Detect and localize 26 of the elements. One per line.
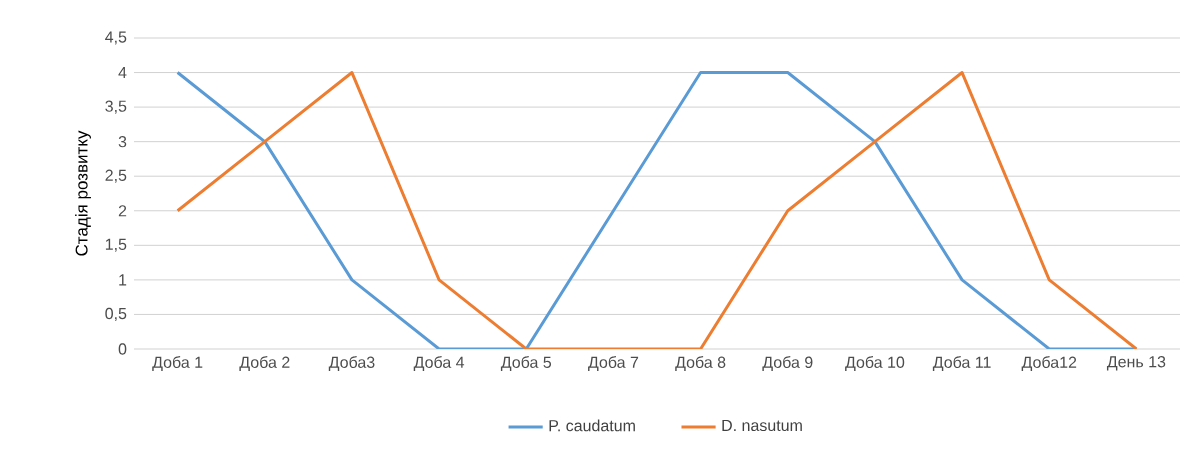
legend-label: P. caudatum <box>549 419 635 432</box>
y-tick-label: 1 <box>119 274 127 286</box>
y-axis-title: Стадія розвитку <box>75 130 91 256</box>
y-tick-label: 4 <box>118 67 127 79</box>
x-tick-label: Доба 2 <box>239 356 290 371</box>
legend-label: D. nasutum <box>722 419 802 432</box>
y-tick-label: 3 <box>118 136 127 148</box>
y-tick-label: 4,5 <box>105 31 127 45</box>
x-tick-label: Доба 8 <box>675 356 726 371</box>
y-tick-label: 1,5 <box>105 238 127 252</box>
x-tick-label: Доба3 <box>328 356 375 371</box>
y-tick-label: 2 <box>118 205 127 217</box>
x-tick-label: Доба 1 <box>152 356 203 371</box>
y-tick-label: 2,5 <box>105 169 127 183</box>
line-series <box>176 71 1138 349</box>
x-tick-label: День 13 <box>1106 356 1166 371</box>
x-tick-label: Доба 10 <box>845 356 905 371</box>
x-tick-label: Доба 7 <box>588 356 639 371</box>
x-tick-label: Доба12 <box>1021 356 1077 371</box>
y-tick-label: 3,5 <box>105 100 127 114</box>
x-tick-label: Доба 4 <box>413 356 465 371</box>
y-tick-label: 0 <box>118 343 127 355</box>
x-tick-label: Доба 9 <box>762 356 813 371</box>
y-tick-label: 0,5 <box>105 307 127 322</box>
x-tick-label: Доба 5 <box>500 356 552 371</box>
x-tick-label: Доба 11 <box>932 356 991 371</box>
